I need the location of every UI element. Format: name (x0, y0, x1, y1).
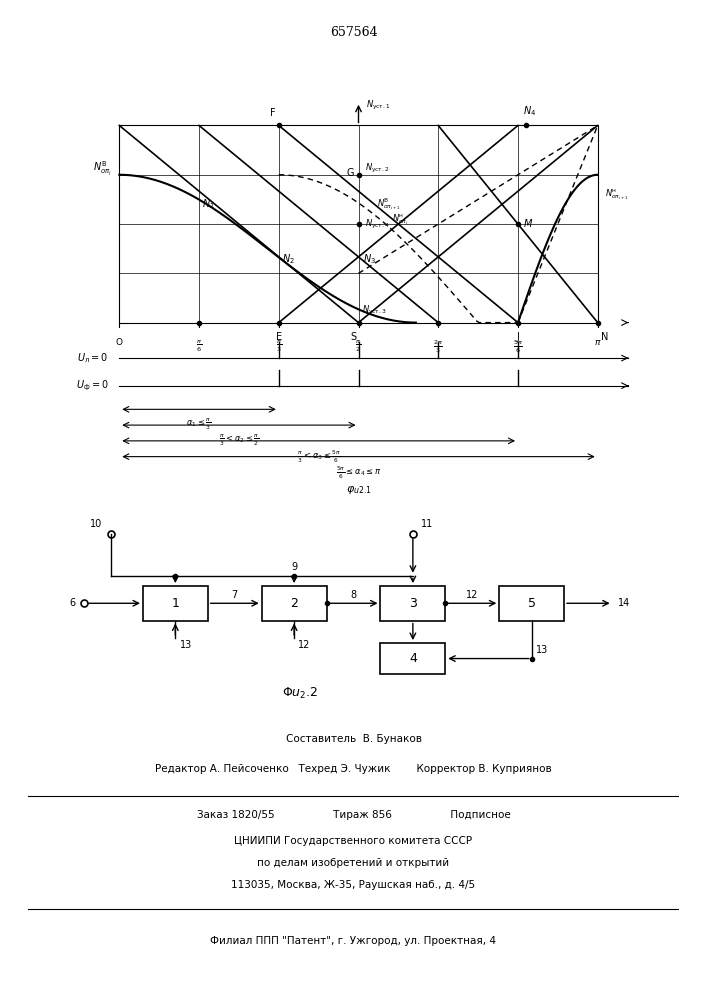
Text: $N_1$: $N_1$ (202, 197, 215, 211)
Text: 13: 13 (180, 640, 192, 650)
Text: $\frac{\pi}{6}$: $\frac{\pi}{6}$ (196, 338, 202, 354)
Text: $N^{\rm B}_{o\pi_{i+1}}$: $N^{\rm B}_{o\pi_{i+1}}$ (377, 196, 401, 212)
Text: $N^{\rm н}_{o\pi_i}$: $N^{\rm н}_{o\pi_i}$ (392, 213, 409, 227)
Text: ЦНИИПИ Государственного комитета СССР: ЦНИИПИ Государственного комитета СССР (235, 836, 472, 846)
Text: $\frac{\pi}{3} < \alpha_3 \leq \frac{5\pi}{6}$: $\frac{\pi}{3} < \alpha_3 \leq \frac{5\p… (296, 449, 341, 465)
Text: $\frac{5\pi}{6} \leq \alpha_4 \leq \pi$: $\frac{5\pi}{6} \leq \alpha_4 \leq \pi$ (336, 465, 381, 481)
Text: S: S (351, 332, 357, 342)
Text: 657564: 657564 (329, 25, 378, 38)
Text: 8: 8 (351, 590, 356, 600)
Text: $U_{\rm ф}=0$: $U_{\rm ф}=0$ (76, 378, 109, 393)
Bar (499, 586, 564, 621)
Text: $\frac{5\pi}{6}$: $\frac{5\pi}{6}$ (513, 338, 523, 355)
Text: 4: 4 (409, 652, 417, 665)
Text: 10: 10 (90, 519, 103, 529)
Text: по делам изобретений и открытий: по делам изобретений и открытий (257, 858, 450, 868)
Text: $N_{\rm уст.2}$: $N_{\rm уст.2}$ (365, 162, 389, 175)
Text: $N_2$: $N_2$ (282, 253, 295, 266)
Text: Составитель  В. Бунаков: Составитель В. Бунаков (286, 734, 421, 744)
Text: 12: 12 (466, 590, 479, 600)
Bar (143, 586, 208, 621)
Text: $N_{\rm уст.4}$: $N_{\rm уст.4}$ (365, 217, 390, 231)
Text: 7: 7 (232, 590, 238, 600)
Text: $N^{\rm B}_{o\pi_i}$: $N^{\rm B}_{o\pi_i}$ (93, 160, 112, 178)
Text: $N_4$: $N_4$ (522, 104, 536, 118)
Text: $U_{\rm л}=0$: $U_{\rm л}=0$ (77, 351, 109, 365)
Text: $N_3$: $N_3$ (363, 253, 376, 266)
Text: N: N (601, 332, 608, 342)
Text: $\frac{\pi}{3}$: $\frac{\pi}{3}$ (276, 338, 282, 354)
Text: $\Phi u_2. 2$: $\Phi u_2. 2$ (281, 686, 317, 701)
Text: Редактор А. Пейсоченко   Техред Э. Чужик        Корректор В. Куприянов: Редактор А. Пейсоченко Техред Э. Чужик К… (155, 764, 552, 774)
Text: 5: 5 (527, 597, 536, 610)
Bar (262, 586, 327, 621)
Text: G: G (346, 168, 354, 178)
Text: 2: 2 (290, 597, 298, 610)
Text: 11: 11 (421, 519, 433, 529)
Text: $\frac{\pi}{3} < \alpha_2 \leq \frac{\pi}{2}$: $\frac{\pi}{3} < \alpha_2 \leq \frac{\pi… (218, 433, 259, 448)
Text: $\varphi_{u2.1}$: $\varphi_{u2.1}$ (346, 484, 371, 496)
Text: 14: 14 (618, 598, 631, 608)
Text: 3: 3 (409, 597, 417, 610)
Text: M: M (524, 219, 532, 229)
Text: F: F (270, 108, 276, 118)
Text: J: J (517, 332, 520, 342)
Text: $N_{\rm уст.3}$: $N_{\rm уст.3}$ (361, 304, 386, 317)
Text: 13: 13 (536, 645, 548, 655)
Text: 12: 12 (298, 640, 311, 650)
Text: $N_{\rm уст.1}$: $N_{\rm уст.1}$ (366, 99, 391, 112)
Text: $N^{\rm н}_{o\pi_{i+1}}$: $N^{\rm н}_{o\pi_{i+1}}$ (605, 187, 629, 202)
Text: E: E (276, 332, 282, 342)
Text: 6: 6 (69, 598, 76, 608)
Text: $\frac{\pi}{2}$: $\frac{\pi}{2}$ (356, 338, 361, 354)
Bar (380, 643, 445, 674)
Text: Заказ 1820/55                  Тираж 856                  Подписное: Заказ 1820/55 Тираж 856 Подписное (197, 810, 510, 820)
Text: Филиал ППП "Патент", г. Ужгород, ул. Проектная, 4: Филиал ППП "Патент", г. Ужгород, ул. Про… (211, 936, 496, 946)
Bar (380, 586, 445, 621)
Text: 9: 9 (291, 562, 297, 572)
Text: $\alpha_1 \leq \frac{\pi}{3}$: $\alpha_1 \leq \frac{\pi}{3}$ (186, 417, 212, 432)
Text: O: O (116, 338, 123, 347)
Text: $\pi$: $\pi$ (594, 338, 602, 347)
Text: 1: 1 (171, 597, 180, 610)
Text: $\frac{2\pi}{3}$: $\frac{2\pi}{3}$ (433, 338, 443, 355)
Text: 113035, Москва, Ж-35, Раушская наб., д. 4/5: 113035, Москва, Ж-35, Раушская наб., д. … (231, 880, 476, 890)
